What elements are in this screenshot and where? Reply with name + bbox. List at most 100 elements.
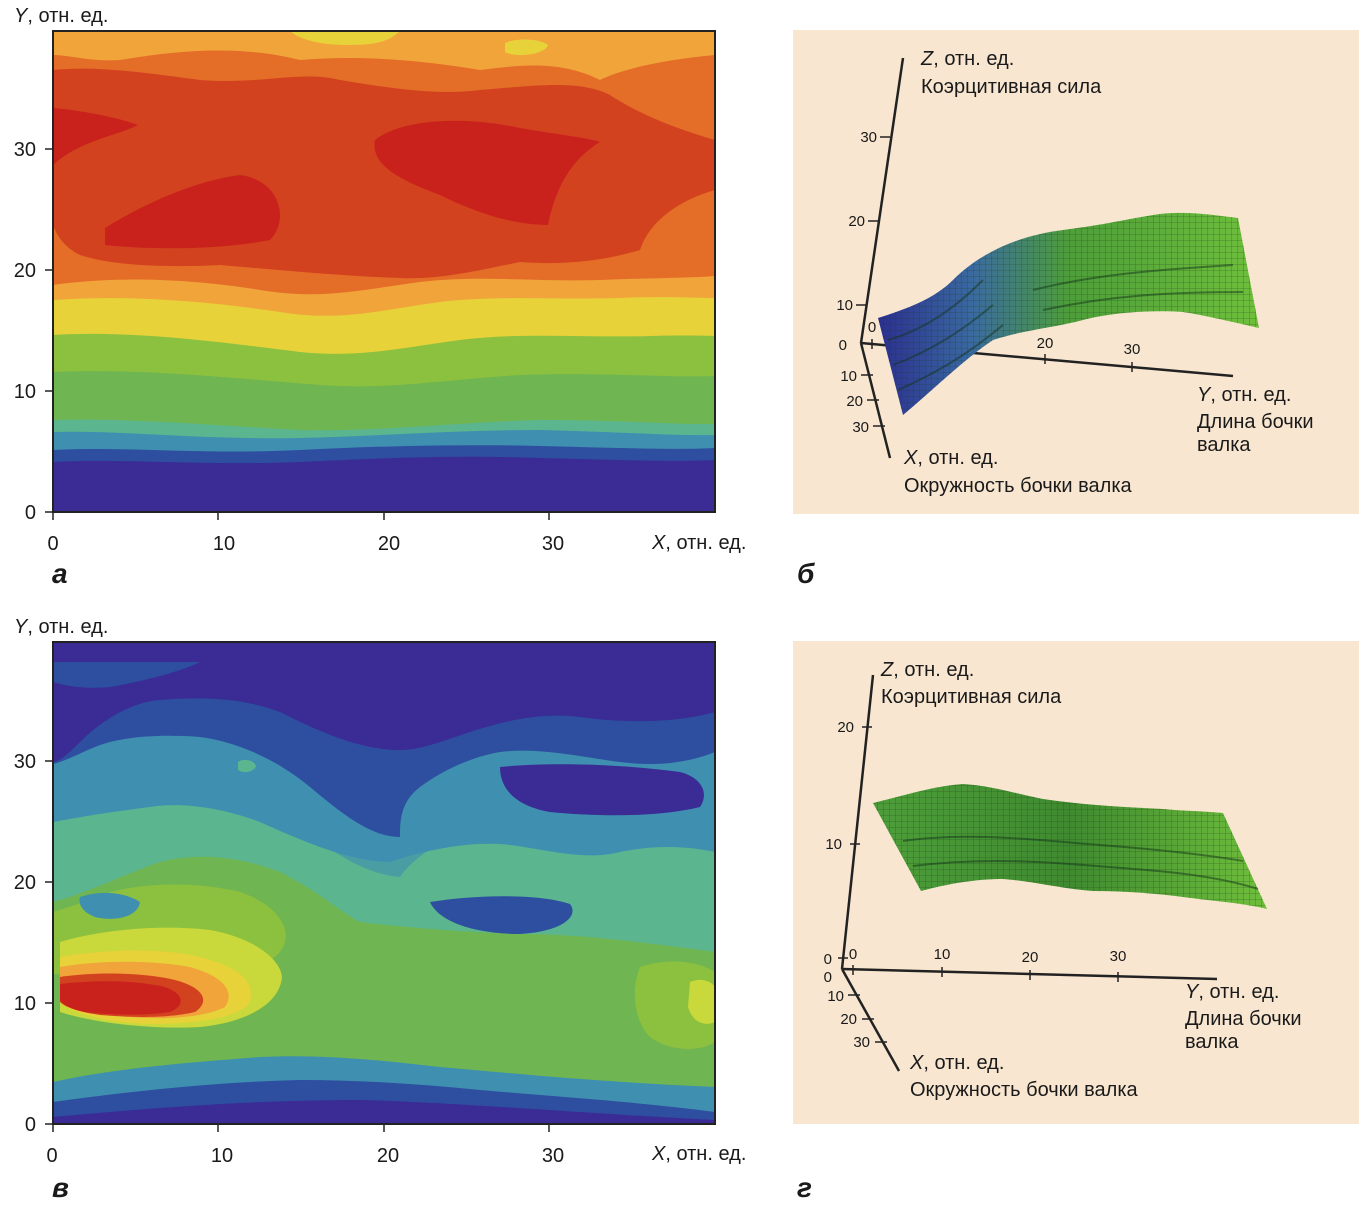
panel-a-xlabel-unit: , отн. ед. — [665, 532, 747, 554]
z-tick-label: 20 — [848, 213, 865, 230]
y-tick-label: 10 — [934, 946, 951, 963]
z-tick-label: 0 — [839, 337, 847, 354]
x-tick-label: 10 — [213, 533, 235, 555]
heatmap-region — [53, 662, 200, 688]
x-tick-label: 0 — [824, 969, 832, 986]
heatmap-region — [79, 892, 140, 919]
z-tick-label: 20 — [837, 719, 854, 736]
panel-g: 0 10 20 0 10 20 30 0 10 20 30 Z, отн. ед… — [793, 641, 1359, 1124]
panel-g-zlabel-unit: , отн. ед. — [893, 659, 975, 681]
heatmap-region — [238, 759, 256, 773]
panel-b-plot: 0 10 20 30 0 20 30 10 20 30 — [836, 57, 1259, 459]
z-axis-line — [840, 674, 875, 970]
surface-ridge — [887, 264, 1244, 391]
panel-b-xlabel-var: X — [904, 447, 918, 469]
panel-g-zlabel: Z, отн. ед. — [881, 659, 974, 682]
panel-v-xlabel: X, отн. ед. — [652, 1143, 746, 1166]
panel-b-xlabel-unit: , отн. ед. — [917, 447, 999, 469]
panel-v-ylabel-var: Y — [14, 616, 28, 638]
x-tick-label: 20 — [846, 393, 863, 410]
panel-g-plot: 0 10 20 0 10 20 30 0 10 20 30 — [824, 674, 1267, 1072]
x-tick-label: 10 — [827, 988, 844, 1005]
y-tick-label: 0 — [849, 946, 857, 963]
surface-mesh — [873, 784, 1267, 909]
x-tick-label: 10 — [840, 368, 857, 385]
surface-mesh — [878, 212, 1259, 415]
heatmap-region — [290, 31, 400, 45]
panel-v-plot: 0 10 20 30 0 10 20 30 — [14, 641, 716, 1167]
heatmap-region — [505, 39, 548, 56]
panel-b-ylabel-var: Y — [1197, 384, 1211, 406]
y-tick-label: 30 — [1124, 341, 1141, 358]
heatmap-region — [374, 120, 600, 225]
x-tick-label: 30 — [542, 533, 564, 555]
panel-g-letter: г — [797, 1172, 812, 1203]
panel-a: Y, отн. ед. 0 10 — [0, 0, 770, 600]
y-tick-label: 0 — [868, 319, 876, 336]
panel-g-xlabel-var: X — [910, 1052, 924, 1074]
panel-b-letter: б — [797, 558, 815, 589]
panel-b-zlabel-desc: Коэрцитивная сила — [921, 76, 1102, 98]
panel-g-ylabel: Y, отн. ед. — [1185, 981, 1279, 1004]
panel-b-xlabel-desc: Окружность бочки валка — [904, 475, 1132, 497]
x-axis — [52, 512, 550, 520]
panel-b-ylabel: Y, отн. ед. — [1197, 384, 1291, 407]
y-tick-label: 20 — [14, 260, 36, 282]
panel-b-ylabel-desc-1: Длина бочки — [1197, 411, 1314, 433]
x-tick-label: 10 — [211, 1145, 233, 1167]
x-tick-label: 20 — [377, 1145, 399, 1167]
panel-g-xlabel-unit: , отн. ед. — [923, 1052, 1005, 1074]
panel-v-xlabel-unit: , отн. ед. — [665, 1143, 747, 1165]
y-tick-label: 0 — [25, 1114, 36, 1136]
y-tick-label: 0 — [25, 502, 36, 524]
panel-v-letter: в — [52, 1172, 69, 1203]
panel-g-xlabel-desc: Окружность бочки валка — [910, 1079, 1138, 1101]
x-tick-label: 20 — [378, 533, 400, 555]
panel-a-plot: 0 10 20 30 0 10 20 30 — [14, 30, 716, 555]
y-tick-label: 20 — [1022, 949, 1039, 966]
panel-g-ylabel-unit: , отн. ед. — [1198, 981, 1280, 1003]
y-tick-label: 30 — [14, 139, 36, 161]
y-tick-label: 10 — [14, 381, 36, 403]
heatmap-region — [53, 31, 715, 80]
x-tick-label: 30 — [853, 1034, 870, 1051]
surface-ridge — [902, 835, 1259, 890]
panel-v-ylabel: Y, отн. ед. — [14, 616, 108, 639]
z-tick-label: 10 — [825, 836, 842, 853]
panel-g-zlabel-var: Z — [881, 659, 894, 681]
panel-v-xlabel-var: X — [652, 1143, 666, 1165]
x-axis — [52, 1124, 550, 1132]
heatmap-region — [53, 1100, 715, 1124]
y-tick-label: 20 — [14, 872, 36, 894]
z-tick-label: 30 — [860, 129, 877, 146]
panel-a-letter: а — [52, 558, 68, 589]
heatmap-region — [53, 108, 138, 165]
panel-b-xlabel: X, отн. ед. — [904, 447, 998, 470]
panel-g-ylabel-desc-1: Длина бочки — [1185, 1008, 1302, 1030]
x-axis-ticks — [848, 994, 887, 1043]
y-tick-label: 30 — [1110, 948, 1127, 965]
x-tick-label: 30 — [542, 1145, 564, 1167]
heatmap-region — [105, 175, 280, 249]
heatmap-region — [688, 979, 715, 1024]
panel-g-xlabel: X, отн. ед. — [910, 1052, 1004, 1075]
y-axis — [45, 148, 53, 513]
z-tick-label: 0 — [824, 951, 832, 968]
x-axis-line — [840, 968, 901, 1072]
panel-b-ylabel-desc-2: валка — [1197, 434, 1251, 456]
heatmap-region — [430, 896, 573, 934]
panel-g-ylabel-var: Y — [1185, 981, 1199, 1003]
panel-a-xlabel: X, отн. ед. — [652, 532, 746, 555]
x-tick-label: 0 — [46, 1145, 57, 1167]
heatmap-region — [53, 642, 715, 762]
panel-v: Y, отн. ед. — [0, 612, 770, 1210]
panel-g-ylabel-desc-2: валка — [1185, 1031, 1239, 1053]
panel-v-ylabel-unit: , отн. ед. — [27, 616, 109, 638]
panel-b-zlabel: Z, отн. ед. — [921, 48, 1014, 71]
panel-a-ylabel-unit: , отн. ед. — [27, 5, 109, 27]
y-axis-ticks — [871, 339, 1133, 372]
heatmap-region — [500, 764, 704, 816]
x-tick-label: 20 — [840, 1011, 857, 1028]
y-axis-ticks — [852, 965, 1119, 982]
y-axis — [45, 760, 53, 1125]
